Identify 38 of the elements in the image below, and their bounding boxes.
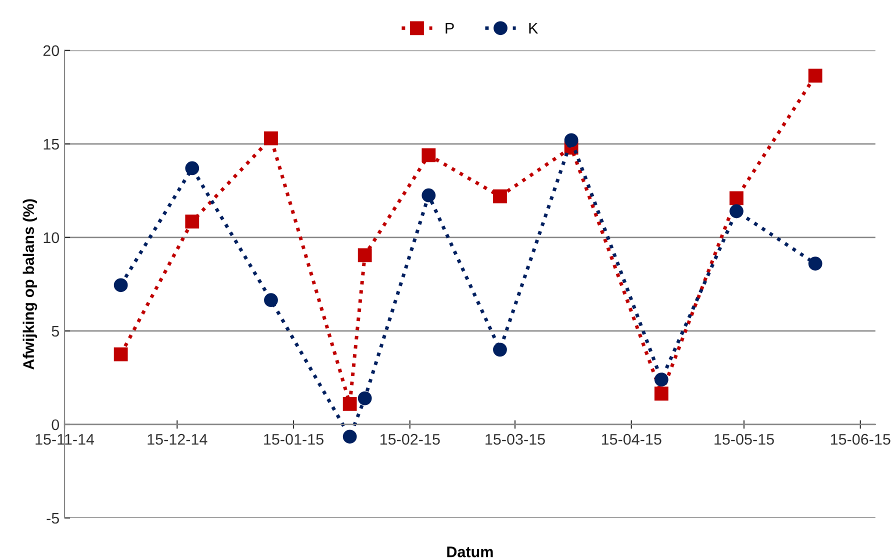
y-tick-label: 0: [52, 419, 60, 430]
x-tick-label: 15-01-15: [264, 434, 324, 445]
y-tick-label: 15: [44, 138, 60, 150]
legend-label: P: [446, 22, 454, 34]
point: [264, 293, 278, 308]
point: [654, 386, 668, 401]
x-tick-label: 15-05-15: [714, 434, 774, 445]
y-tick-label: 10: [44, 232, 60, 244]
point: [358, 391, 372, 406]
point: [358, 248, 372, 262]
point: [730, 204, 744, 218]
y-axis-title: Afwijking op balans (%): [22, 199, 38, 370]
point: [808, 68, 822, 83]
x-tick-label: 15-02-15: [380, 434, 440, 445]
y-tick-label: -5: [46, 513, 60, 524]
x-tick-label: 15-04-15: [602, 434, 662, 445]
point: [342, 396, 357, 411]
point: [264, 131, 278, 146]
point: [342, 430, 357, 444]
point: [654, 372, 668, 387]
x-tick-label: 15-03-15: [486, 434, 545, 445]
point: [422, 188, 436, 202]
point: [114, 278, 128, 292]
y-tick-label: 5: [52, 326, 60, 337]
point: [114, 347, 128, 362]
x-axis-title: Datum: [447, 546, 493, 558]
point: [185, 161, 200, 176]
point: [493, 189, 507, 204]
point: [422, 148, 436, 162]
x-tick-label: 15-12-14: [148, 434, 208, 445]
point: [730, 191, 744, 206]
y-tick-label: 20: [43, 45, 60, 56]
point: [808, 256, 822, 271]
point: [564, 133, 578, 148]
legend-label: K: [529, 22, 538, 34]
point: [185, 214, 200, 228]
point: [493, 342, 507, 357]
x-tick-label: 15-06-15: [830, 434, 890, 445]
